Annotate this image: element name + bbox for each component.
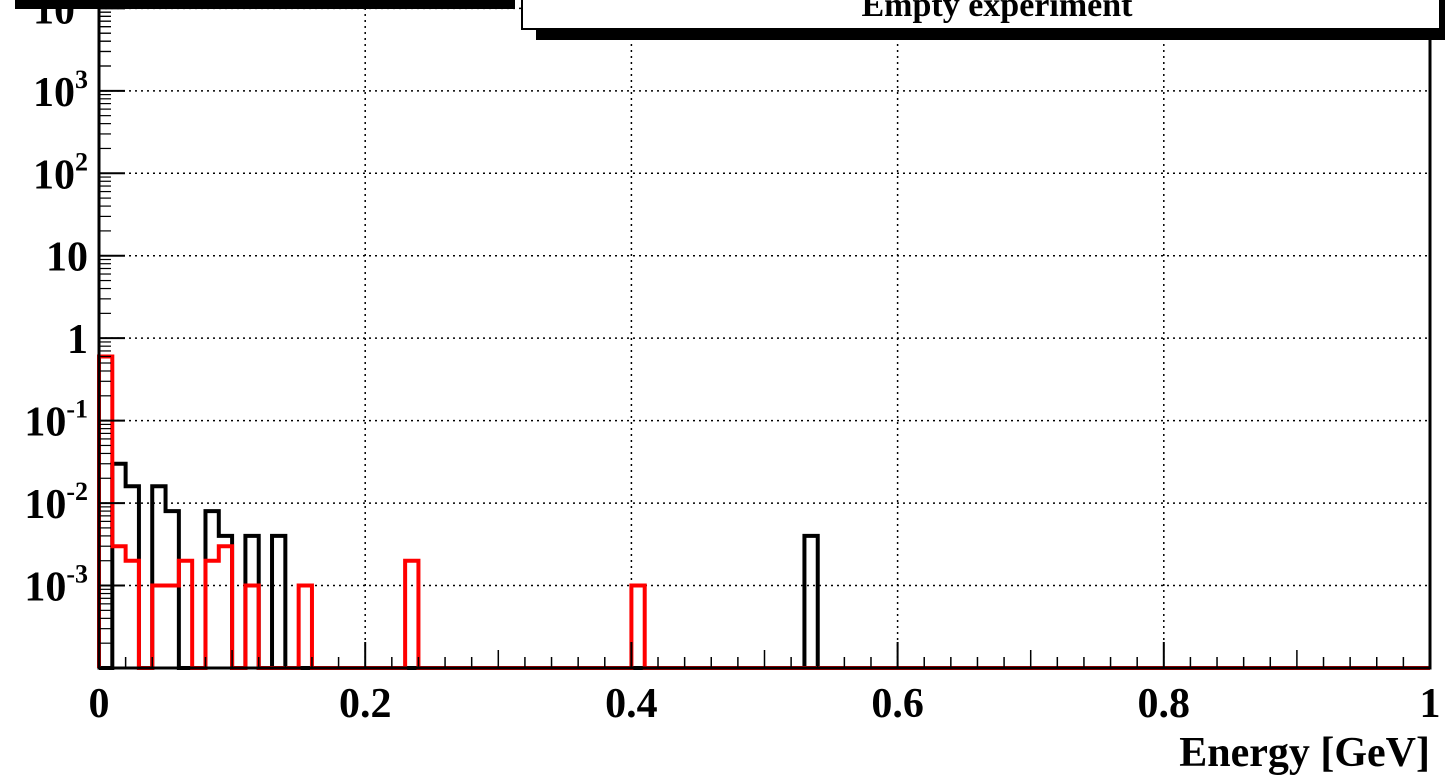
red-histogram-line bbox=[97, 354, 1430, 670]
x-axis-title: Energy [GeV] bbox=[1179, 730, 1430, 776]
tick-labels: 00.20.40.60.8110410310210110-110-210-3 bbox=[24, 0, 1440, 727]
y-tick-label: 103 bbox=[33, 65, 88, 116]
y-tick-label: 10-3 bbox=[24, 560, 88, 611]
y-tick-label: 10 bbox=[46, 235, 88, 281]
title-box: Empty experiment bbox=[521, 0, 1445, 40]
x-tick-label: 0 bbox=[89, 681, 110, 727]
x-tick-label: 0.8 bbox=[1138, 681, 1191, 727]
title-box-frame bbox=[521, 0, 1441, 30]
x-tick-label: 0.2 bbox=[339, 681, 392, 727]
axis-ticks bbox=[98, 7, 1431, 668]
stat-box-edge bbox=[15, 0, 515, 9]
plot-frame bbox=[97, 0, 1432, 670]
y-tick-label: 102 bbox=[33, 147, 88, 198]
x-tick-label: 0.6 bbox=[871, 681, 924, 727]
x-tick-label: 1 bbox=[1420, 681, 1441, 727]
y-tick-label: 10-2 bbox=[24, 477, 88, 528]
plot-frame-rect bbox=[97, 0, 1432, 670]
y-tick-label: 10-1 bbox=[24, 395, 88, 446]
grid-lines bbox=[99, 0, 1430, 668]
histogram-series bbox=[97, 354, 1430, 670]
y-tick-label: 1 bbox=[67, 317, 88, 363]
chart-title: Empty experiment bbox=[861, 0, 1133, 24]
x-tick-label: 0.4 bbox=[605, 681, 658, 727]
